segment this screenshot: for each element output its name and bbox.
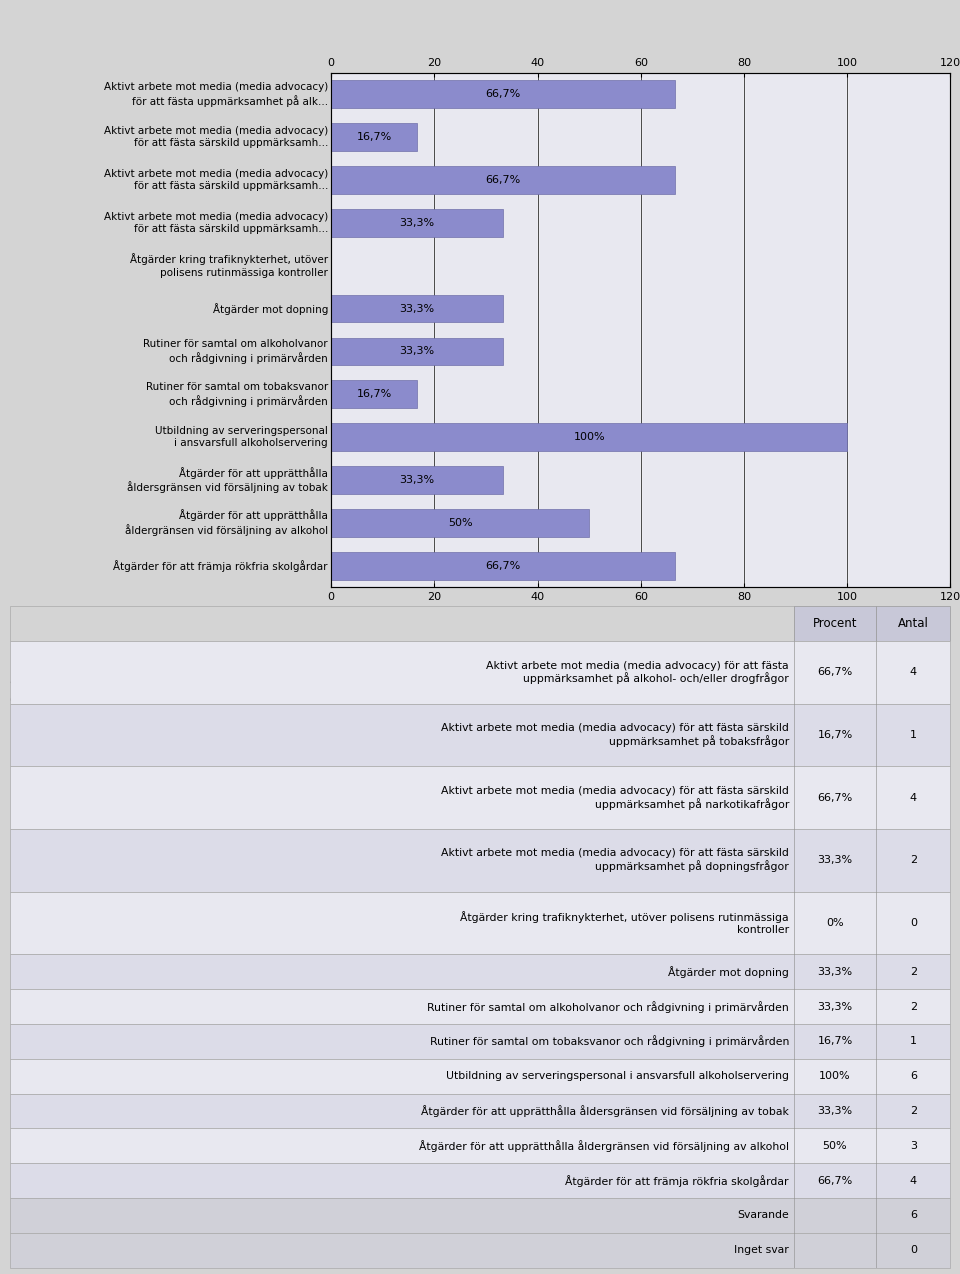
Text: Åtgärder mot dopning: Åtgärder mot dopning: [668, 966, 789, 977]
Text: Utbildning av serveringspersonal i ansvarsfull alkoholservering: Utbildning av serveringspersonal i ansva…: [445, 1071, 789, 1082]
Text: Åtgärder för att upprätthålla
åldersgränsen vid försäljning av tobak: Åtgärder för att upprätthålla åldersgrän…: [127, 466, 328, 493]
Text: 16,7%: 16,7%: [357, 132, 392, 143]
Text: Åtgärder för att främja rökfria skolgårdar: Åtgärder för att främja rökfria skolgård…: [113, 559, 328, 572]
Text: Inget svar: Inget svar: [734, 1245, 789, 1255]
Text: 1: 1: [910, 730, 917, 740]
Bar: [331, 510, 589, 536]
Bar: [331, 80, 676, 108]
Text: 33,3%: 33,3%: [817, 855, 852, 865]
Text: Antal: Antal: [898, 618, 929, 631]
Text: Aktivt arbete mot media (media advocacy) för att fästa särskild
uppmärksamhet på: Aktivt arbete mot media (media advocacy)…: [441, 786, 789, 810]
Text: 50%: 50%: [823, 1140, 848, 1150]
Bar: [331, 466, 503, 494]
Text: 100%: 100%: [573, 432, 605, 442]
Text: Åtgärder kring trafiknykterhet, utöver
polisens rutinmässiga kontroller: Åtgärder kring trafiknykterhet, utöver p…: [130, 254, 328, 278]
Text: 1: 1: [910, 1037, 917, 1046]
Text: 66,7%: 66,7%: [486, 89, 521, 99]
Text: Aktivt arbete mot media (media advocacy)
för att fästa uppmärksamhet på alk...: Aktivt arbete mot media (media advocacy)…: [104, 82, 328, 107]
Text: Åtgärder mot dopning: Åtgärder mot dopning: [212, 303, 328, 315]
Text: 16,7%: 16,7%: [817, 1037, 852, 1046]
Bar: [331, 552, 676, 580]
Bar: [10, 989, 950, 1024]
Text: 16,7%: 16,7%: [357, 390, 392, 399]
Text: 66,7%: 66,7%: [817, 668, 852, 678]
Bar: [10, 1059, 950, 1093]
Text: Aktivt arbete mot media (media advocacy) för att fästa särskild
uppmärksamhet på: Aktivt arbete mot media (media advocacy)…: [441, 724, 789, 747]
Text: Åtgärder för att upprätthålla åldersgränsen vid försäljning av tobak: Åtgärder för att upprätthålla åldersgrän…: [421, 1105, 789, 1117]
Bar: [10, 606, 794, 641]
Text: Åtgärder kring trafiknykterhet, utöver polisens rutinmässiga
kontroller: Åtgärder kring trafiknykterhet, utöver p…: [460, 911, 789, 935]
Text: 66,7%: 66,7%: [486, 175, 521, 185]
Text: 33,3%: 33,3%: [399, 303, 435, 313]
Text: 33,3%: 33,3%: [817, 967, 852, 977]
Text: 50%: 50%: [448, 519, 472, 527]
Text: 100%: 100%: [819, 1071, 851, 1082]
Bar: [10, 1233, 950, 1268]
Bar: [331, 294, 503, 322]
Text: 16,7%: 16,7%: [817, 730, 852, 740]
Text: Rutiner för samtal om tobaksvanor
och rådgivning i primärvården: Rutiner för samtal om tobaksvanor och rå…: [146, 382, 328, 406]
Bar: [331, 338, 503, 366]
Text: 4: 4: [910, 792, 917, 803]
Text: 4.31. 17. På vilket/vilka sätt bedrevs ANDT-förebyggande arbete inom kommunen un: 4.31. 17. På vilket/vilka sätt bedrevs A…: [10, 674, 642, 706]
Text: 4: 4: [910, 668, 917, 678]
Text: 33,3%: 33,3%: [399, 218, 435, 228]
Text: 6: 6: [910, 1210, 917, 1220]
Bar: [10, 829, 950, 892]
Text: 66,7%: 66,7%: [486, 561, 521, 571]
Text: Åtgärder för att upprätthålla
åldergränsen vid försäljning av alkohol: Åtgärder för att upprätthålla åldergräns…: [125, 510, 328, 536]
Text: 6: 6: [910, 1071, 917, 1082]
Bar: [331, 166, 676, 194]
Text: Rutiner för samtal om alkoholvanor
och rådgivning i primärvården: Rutiner för samtal om alkoholvanor och r…: [143, 339, 328, 364]
Bar: [10, 703, 950, 767]
Text: 4: 4: [910, 1176, 917, 1186]
Text: 2: 2: [910, 1106, 917, 1116]
Text: Åtgärder för att främja rökfria skolgårdar: Åtgärder för att främja rökfria skolgård…: [565, 1175, 789, 1186]
Text: Aktivt arbete mot media (media advocacy)
för att fästa särskild uppmärksamh...: Aktivt arbete mot media (media advocacy)…: [104, 126, 328, 148]
Text: Rutiner för samtal om tobaksvanor och rådgivning i primärvården: Rutiner för samtal om tobaksvanor och rå…: [429, 1036, 789, 1047]
Bar: [331, 124, 418, 152]
Text: Utbildning av serveringspersonal
i ansvarsfull alkoholservering: Utbildning av serveringspersonal i ansva…: [156, 426, 328, 448]
Bar: [10, 1163, 950, 1198]
Text: Aktivt arbete mot media (media advocacy) för att fästa särskild
uppmärksamhet på: Aktivt arbete mot media (media advocacy)…: [441, 848, 789, 873]
Bar: [10, 641, 950, 703]
Text: 33,3%: 33,3%: [817, 1106, 852, 1116]
Text: Aktivt arbete mot media (media advocacy)
för att fästa särskild uppmärksamh...: Aktivt arbete mot media (media advocacy)…: [104, 168, 328, 191]
Text: 2: 2: [910, 967, 917, 977]
Bar: [331, 209, 503, 237]
Bar: [331, 381, 418, 408]
Bar: [10, 954, 950, 989]
Text: 33,3%: 33,3%: [399, 347, 435, 357]
Text: 0: 0: [910, 919, 917, 927]
Text: 2: 2: [910, 1001, 917, 1012]
Text: 66,7%: 66,7%: [817, 1176, 852, 1186]
Bar: [331, 423, 848, 451]
Text: 0%: 0%: [827, 919, 844, 927]
Text: 3: 3: [910, 1140, 917, 1150]
Text: Rutiner för samtal om alkoholvanor och rådgivning i primärvården: Rutiner för samtal om alkoholvanor och r…: [427, 1000, 789, 1013]
Text: Aktivt arbete mot media (media advocacy) för att fästa
uppmärksamhet på alkohol-: Aktivt arbete mot media (media advocacy)…: [487, 660, 789, 684]
Text: 0: 0: [910, 1245, 917, 1255]
Bar: [876, 606, 950, 641]
Text: 33,3%: 33,3%: [817, 1001, 852, 1012]
Bar: [794, 606, 876, 641]
Text: 33,3%: 33,3%: [399, 475, 435, 485]
Text: Procent: Procent: [813, 618, 857, 631]
Bar: [10, 1129, 950, 1163]
Bar: [10, 1024, 950, 1059]
Bar: [10, 1093, 950, 1129]
Text: Åtgärder för att upprätthålla åldergränsen vid försäljning av alkohol: Åtgärder för att upprätthålla åldergräns…: [419, 1140, 789, 1152]
Text: 2: 2: [910, 855, 917, 865]
Text: 66,7%: 66,7%: [817, 792, 852, 803]
Text: Svarande: Svarande: [737, 1210, 789, 1220]
Bar: [10, 892, 950, 954]
Bar: [10, 1198, 950, 1233]
Text: Aktivt arbete mot media (media advocacy)
för att fästa särskild uppmärksamh...: Aktivt arbete mot media (media advocacy)…: [104, 211, 328, 234]
Bar: [10, 767, 950, 829]
